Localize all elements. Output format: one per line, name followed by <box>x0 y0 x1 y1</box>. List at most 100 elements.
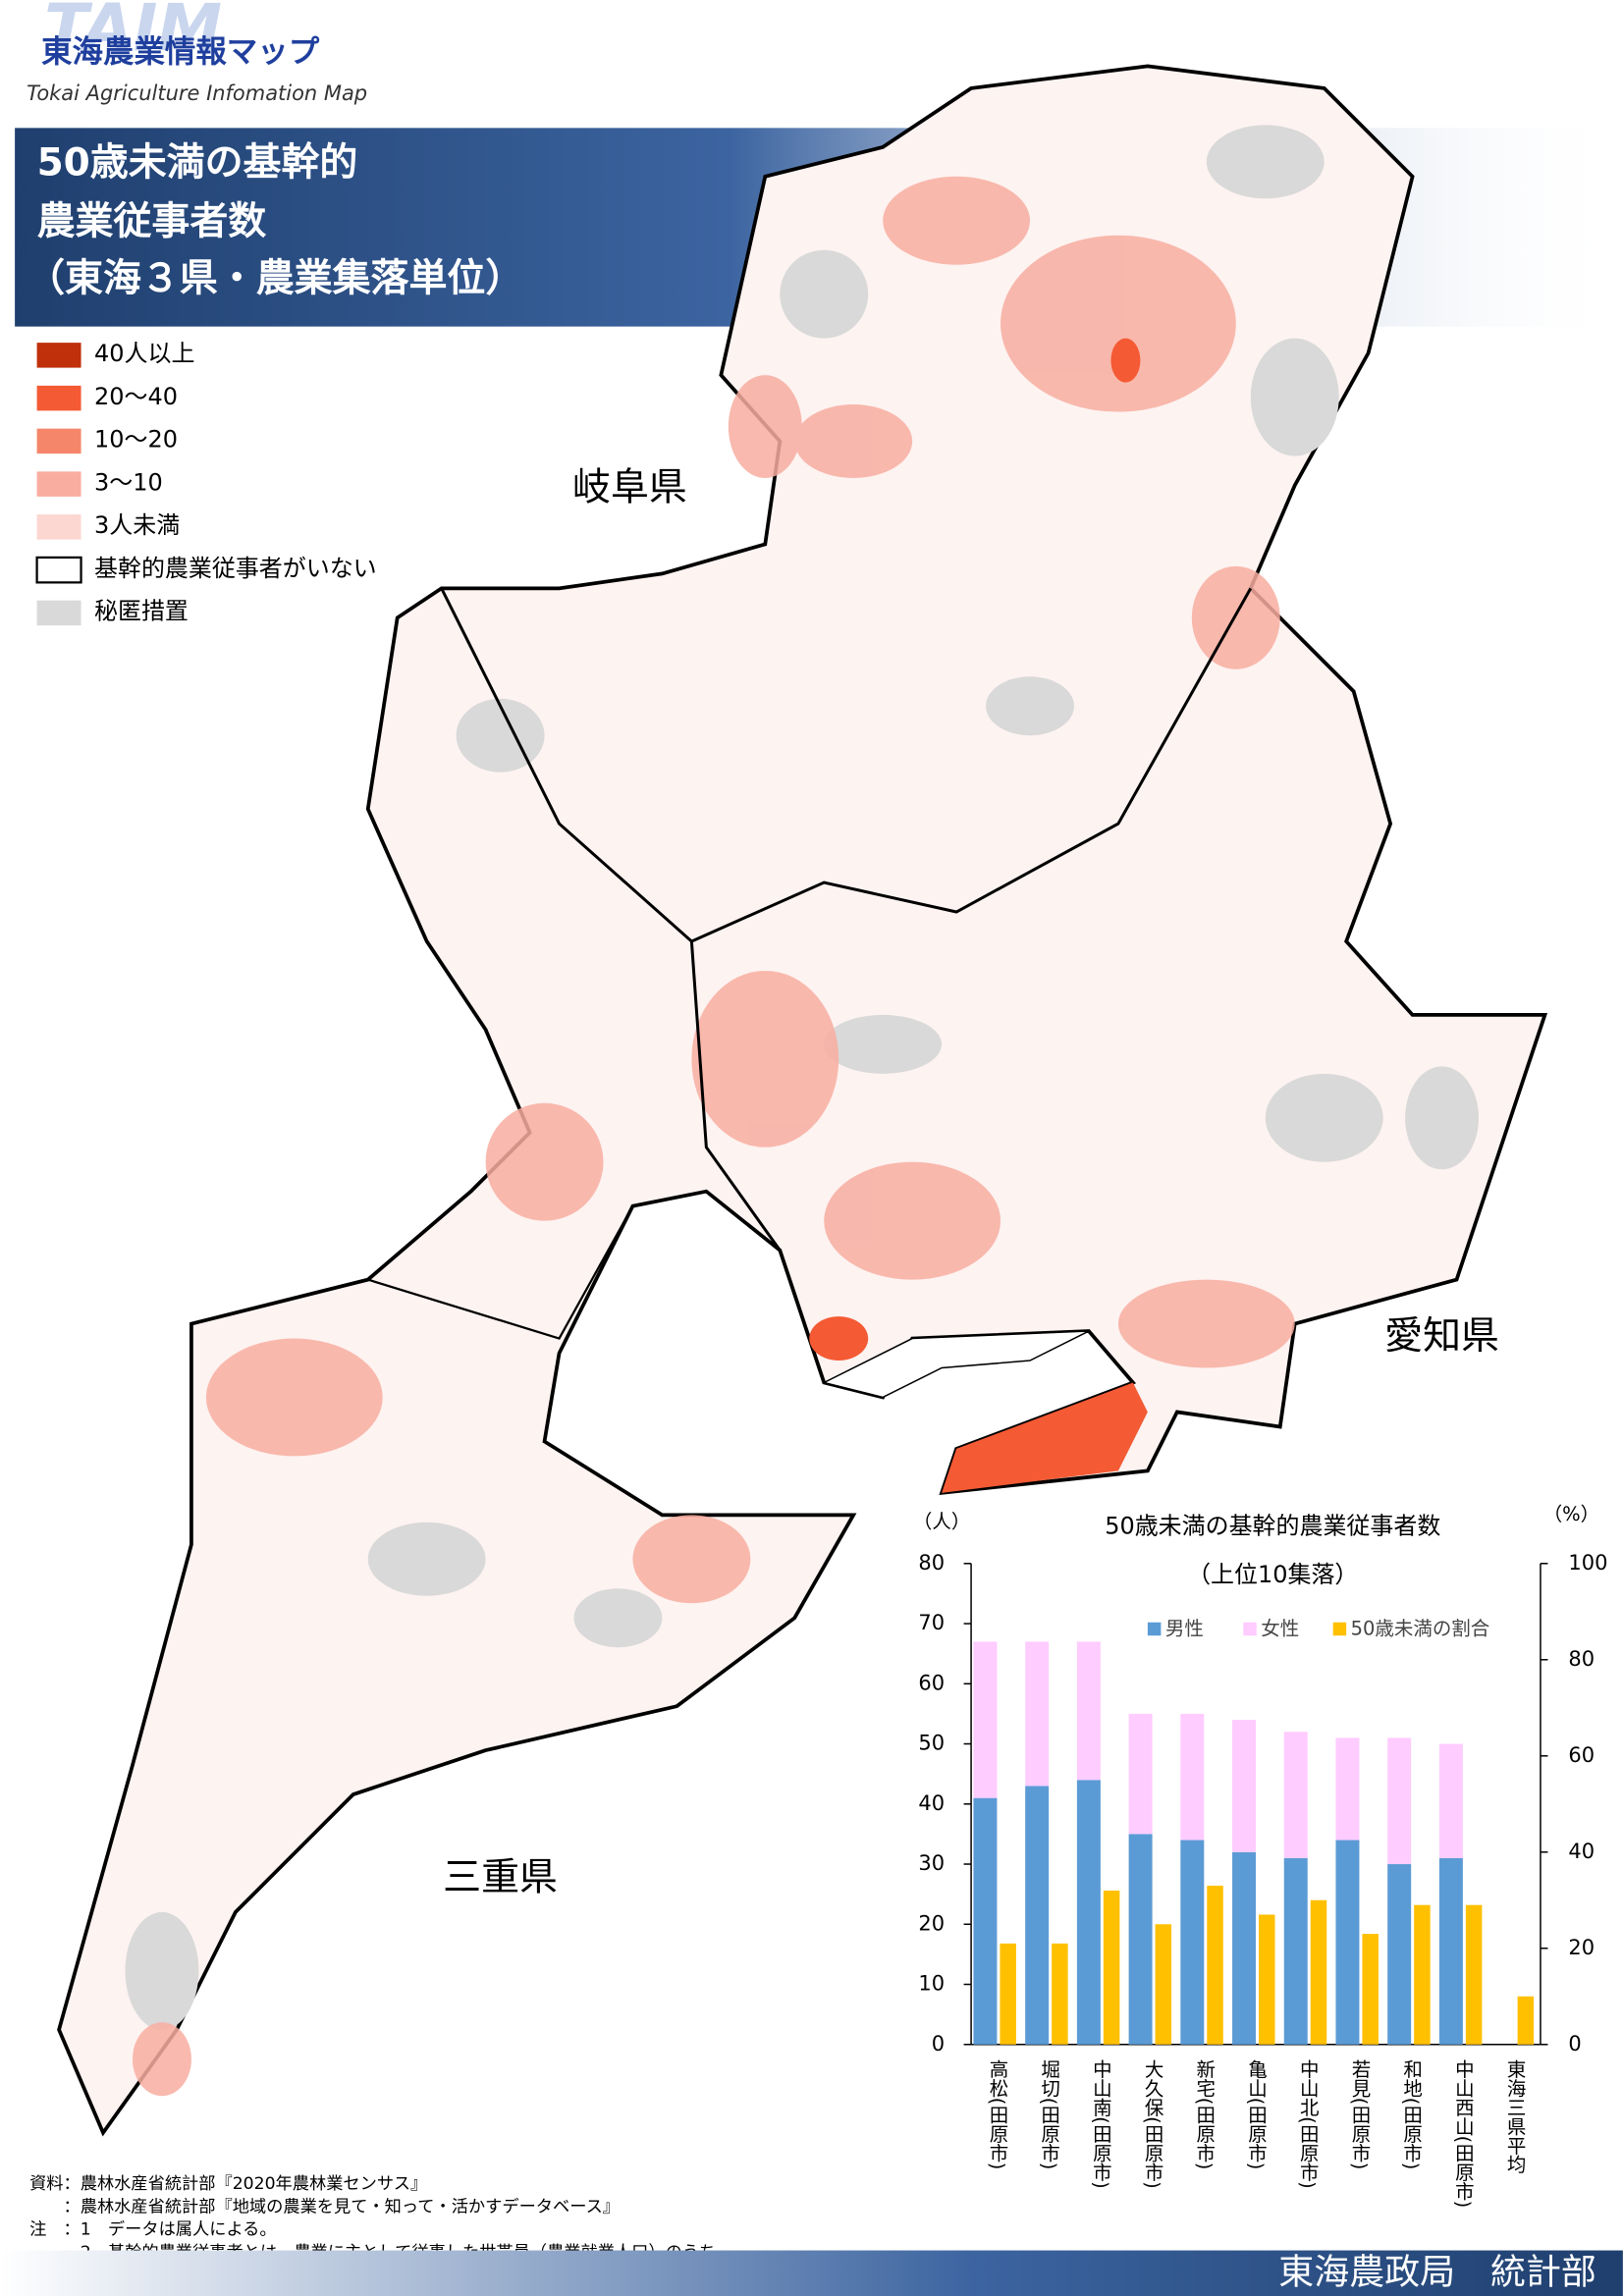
legend-label: 10～20 <box>94 426 178 454</box>
y-unit: （人） <box>913 1510 970 1532</box>
stack-bar <box>1076 1780 1101 2045</box>
ratio-bar <box>1052 1943 1068 2045</box>
stack-bar <box>1335 1737 1360 1841</box>
footnote: ：農林水産省統計部『地域の農業を見て・知って・活かすデータベース』 <box>29 2196 620 2216</box>
chart-legend-swatch <box>1243 1622 1257 1636</box>
ratio-bar <box>1155 1924 1172 2045</box>
legend-label: 基幹的農業従事者がいない <box>94 555 377 582</box>
y-tick-label: 10 <box>918 1972 945 1996</box>
ratio-bar <box>1310 1899 1327 2045</box>
logo-subtitle: Tokai Agriculture Infomation Map <box>27 81 367 105</box>
pref-label: 三重県 <box>443 1855 558 1899</box>
stack-bar <box>1180 1713 1205 1841</box>
pink-areas <box>132 176 1295 2097</box>
title-line: 農業従事者数 <box>37 199 267 243</box>
legend-swatch <box>36 471 81 497</box>
y-tick-label: 20 <box>918 1911 945 1935</box>
y2-tick-label: 60 <box>1568 1743 1595 1767</box>
chart: 50歳未満の基幹的農業従事者数 （上位10集落） （人） （%） 0 10 20 30 40 50… <box>913 1503 1608 2208</box>
ratio-bar <box>1362 1934 1379 2045</box>
legend-swatch <box>36 385 81 411</box>
legend-label: 40人以上 <box>94 340 194 367</box>
pref-border <box>689 940 782 1252</box>
x-tick-label: 新宅(田原市) <box>1193 2059 1216 2170</box>
chart-panel <box>904 1500 1619 2236</box>
pref-border <box>367 1205 634 1340</box>
stack-bar <box>1128 1834 1153 2045</box>
chart-legend-label: 女性 <box>1261 1618 1299 1640</box>
x-tick-label: 和地(田原市) <box>1400 2059 1423 2170</box>
dark-areas <box>809 338 1148 1493</box>
logo-name: 東海農業情報マップ <box>41 34 320 70</box>
x-tick-label: 堀切(田原市) <box>1038 2059 1060 2170</box>
stack-bar <box>1438 1857 1463 2045</box>
stack-bar <box>973 1797 998 2045</box>
y-tick-label: 70 <box>918 1611 945 1634</box>
stack-bar <box>1232 1851 1257 2045</box>
y2-tick-label: 20 <box>1568 1936 1595 1959</box>
y2-tick-label: 0 <box>1568 2032 1581 2056</box>
legend-label: 20～40 <box>94 383 178 410</box>
y-tick-label: 80 <box>918 1551 945 1575</box>
y2-tick-label: 100 <box>1568 1551 1607 1575</box>
chart-legend-swatch <box>1147 1622 1162 1636</box>
x-tick-label: 大久保(田原市) <box>1141 2059 1163 2189</box>
stack-bar <box>1025 1786 1050 2045</box>
legend-swatch <box>36 600 81 626</box>
stack-bar <box>1335 1840 1360 2045</box>
pref-label: 岐阜県 <box>572 465 687 509</box>
y-tick-label: 60 <box>918 1671 945 1694</box>
stack-bar <box>1283 1732 1308 1858</box>
chart-title: 50歳未満の基幹的農業従事者数 <box>1105 1512 1440 1539</box>
stack-bar <box>1387 1864 1412 2045</box>
x-tick-label: 中山西山(田原市) <box>1451 2059 1474 2208</box>
pref-label: 愛知県 <box>1384 1314 1499 1359</box>
legend-swatch <box>36 428 81 454</box>
ratio-bar <box>1414 1904 1431 2045</box>
chart-subtitle: （上位10集落） <box>1187 1561 1358 1588</box>
footer: 東海農政局 統計部 <box>1278 2253 1596 2293</box>
x-tick-label: 若見(田原市) <box>1348 2059 1371 2170</box>
ratio-bar <box>1207 1886 1223 2045</box>
ratio-bar <box>1465 1904 1483 2045</box>
chart-legend-label: 男性 <box>1165 1618 1204 1640</box>
legend-swatch <box>36 514 81 540</box>
title-line: （東海３県・農業集落単位） <box>27 257 523 301</box>
stack-bar <box>1076 1641 1101 1781</box>
pref-border <box>440 587 1253 943</box>
x-tick-label: 高松(田原市) <box>986 2059 1008 2170</box>
stack-bar <box>1128 1713 1153 1835</box>
stack-bar <box>1283 1857 1308 2045</box>
y-tick-label: 30 <box>918 1851 945 1875</box>
legend-label: 秘匿措置 <box>94 598 189 625</box>
y2-tick-label: 80 <box>1568 1647 1595 1671</box>
x-tick-label: 亀山(田原市) <box>1245 2059 1268 2170</box>
ratio-bar <box>1000 1943 1016 2045</box>
x-tick-label: 中山北(田原市) <box>1296 2059 1319 2189</box>
legend-swatch <box>36 343 81 368</box>
stack-bar <box>1387 1737 1412 1865</box>
stack-bar <box>973 1641 998 1798</box>
map: 岐阜県 愛知県 三重県 <box>57 64 1548 2137</box>
stack-bar <box>1025 1641 1050 1787</box>
x-tick-label: 東海三県平均 <box>1503 2059 1526 2174</box>
y-tick-label: 50 <box>918 1732 945 1755</box>
y2-tick-label: 40 <box>1568 1840 1595 1863</box>
y-tick-label: 40 <box>918 1791 945 1815</box>
legend-label: 3～10 <box>94 468 163 496</box>
logo: TAIM <box>44 0 222 66</box>
chart-legend-label: 50歳未満の割合 <box>1351 1618 1490 1640</box>
ratio-bar <box>1259 1914 1275 2045</box>
legend-label: 3人未満 <box>94 511 180 539</box>
y-tick-label: 0 <box>932 2032 945 2056</box>
stack-bar <box>1232 1720 1257 1852</box>
footer-band <box>0 2250 1623 2296</box>
stack-bar <box>1180 1840 1205 2045</box>
chart-legend-swatch <box>1332 1622 1347 1636</box>
stack-bar <box>1438 1743 1463 1858</box>
x-tick-label: 中山南(田原市) <box>1089 2059 1111 2189</box>
bay <box>822 1330 1090 1399</box>
